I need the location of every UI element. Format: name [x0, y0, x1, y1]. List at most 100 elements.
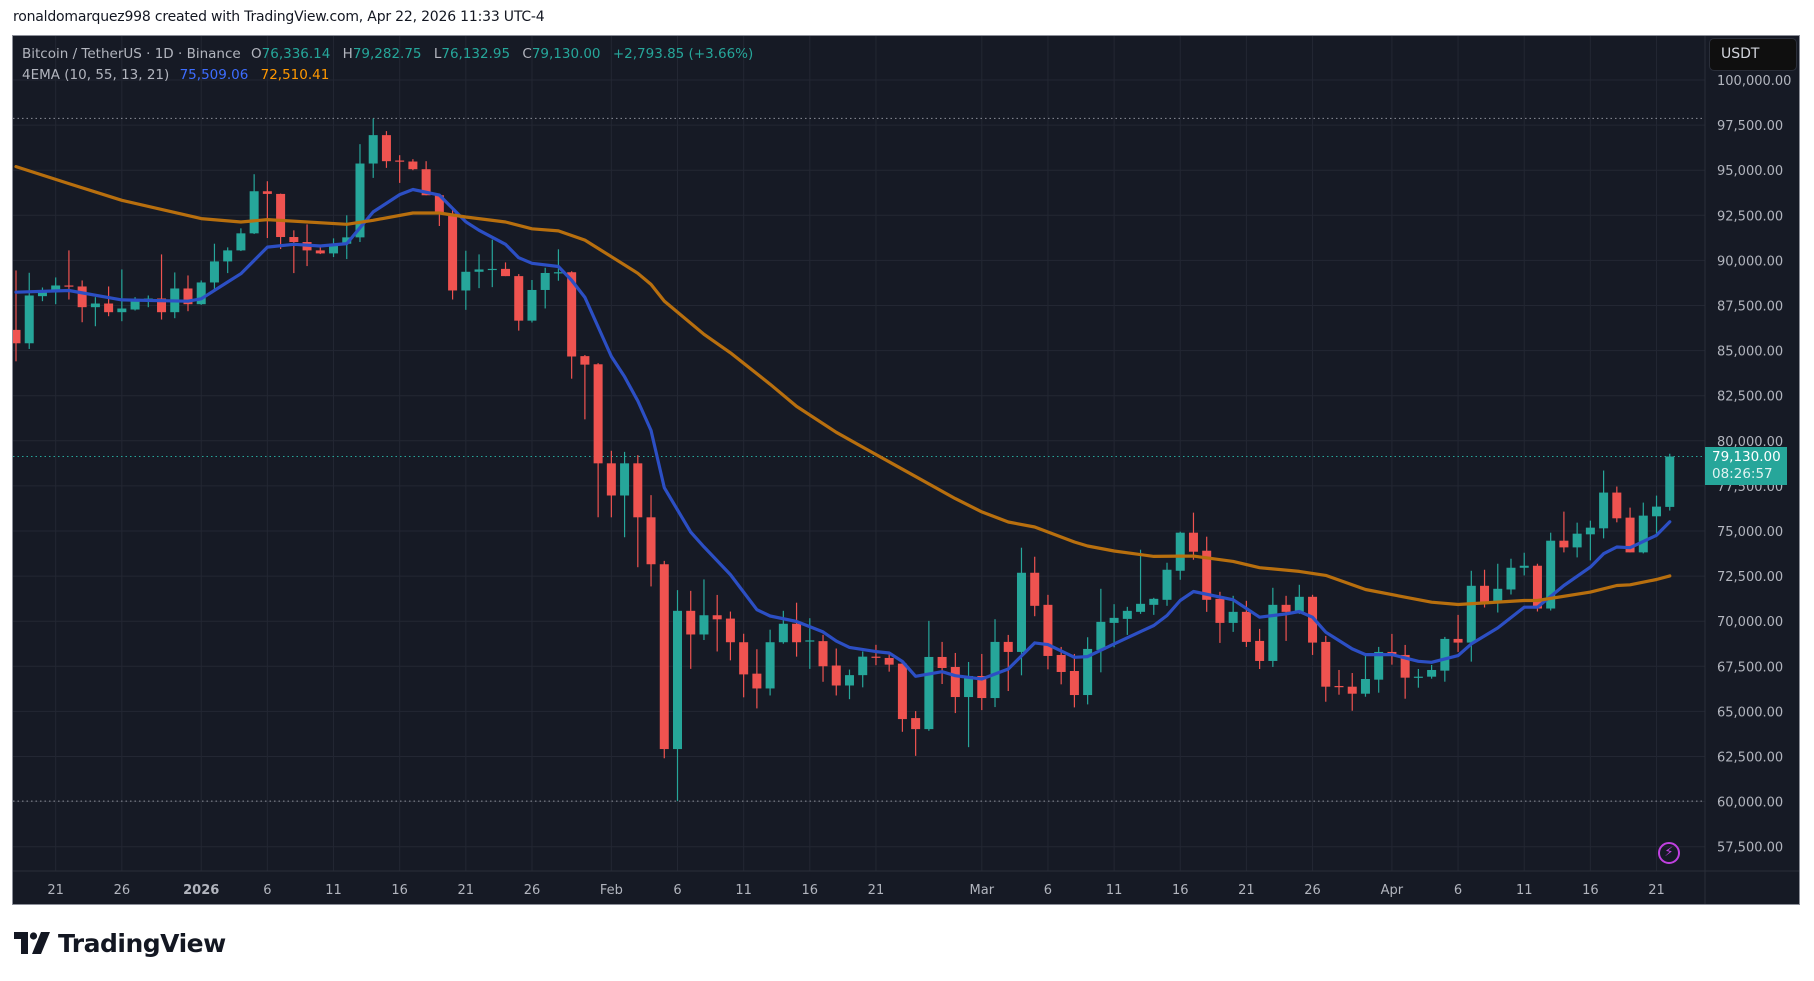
- candle: [1652, 495, 1662, 535]
- brand-name: TradingView: [58, 928, 226, 958]
- candle: [342, 215, 352, 260]
- candle-body: [1321, 641, 1331, 687]
- candle: [1466, 570, 1476, 662]
- candle-body: [818, 641, 828, 667]
- candle-body: [1360, 679, 1370, 694]
- time-axis-label: 16: [1172, 883, 1189, 898]
- candle: [1268, 587, 1278, 667]
- currency-button[interactable]: USDT: [1709, 38, 1797, 71]
- time-axis-label: 2026: [183, 883, 219, 898]
- candle: [1625, 507, 1635, 553]
- candle-body: [778, 623, 788, 643]
- candle-body: [1056, 654, 1066, 672]
- candle: [262, 181, 272, 239]
- candle: [1122, 606, 1132, 635]
- candle-body: [1572, 533, 1582, 548]
- candle-body: [1427, 669, 1437, 677]
- candle-body: [1122, 610, 1132, 619]
- candle-body: [1453, 638, 1463, 643]
- candle: [924, 620, 934, 731]
- candle: [1413, 668, 1423, 688]
- candle-body: [646, 517, 656, 565]
- candle-body: [395, 160, 405, 162]
- candle: [646, 495, 656, 587]
- candle-body: [434, 195, 444, 214]
- candle: [170, 272, 180, 319]
- price-axis-label: 80,000.00: [1717, 435, 1783, 450]
- candle-body: [1096, 621, 1106, 650]
- time-axis-label: 11: [735, 883, 752, 898]
- indicator-title[interactable]: 4EMA (10, 55, 13, 21): [22, 67, 170, 83]
- candle-body: [262, 191, 272, 194]
- candle: [712, 594, 722, 652]
- candle-body: [1175, 532, 1185, 571]
- candle: [1665, 453, 1675, 511]
- candle-body: [157, 298, 167, 313]
- candle-body: [1599, 492, 1609, 529]
- candle-body: [276, 193, 286, 238]
- candle: [1056, 646, 1066, 685]
- time-axis-label: 6: [1044, 883, 1052, 898]
- candle-body: [1294, 596, 1304, 612]
- time-axis-label: Mar: [970, 883, 995, 898]
- candle-body: [1546, 540, 1556, 609]
- last-price-value: 79,130.00: [1712, 449, 1781, 465]
- symbol-title[interactable]: Bitcoin / TetherUS · 1D · Binance: [22, 46, 241, 62]
- candle: [739, 633, 749, 698]
- candle: [964, 661, 974, 748]
- candle-body: [831, 665, 841, 686]
- candle-body: [686, 610, 696, 635]
- candle: [1215, 591, 1225, 643]
- candle-body: [117, 308, 127, 313]
- candle-body: [580, 356, 590, 365]
- candle: [1083, 637, 1093, 705]
- price-axis-label: 82,500.00: [1717, 390, 1783, 405]
- candle: [223, 247, 233, 274]
- candle: [950, 652, 960, 714]
- price-axis[interactable]: 100,000.00 97,500.00 95,000.00 92,500.00 90,…: [1717, 74, 1791, 856]
- candle-body: [236, 233, 246, 251]
- candle-body: [368, 135, 378, 164]
- candle: [1255, 628, 1265, 669]
- time-axis-label: 21: [1238, 883, 1255, 898]
- candle: [1202, 536, 1212, 612]
- candle-body: [858, 656, 868, 676]
- time-axis-label: 11: [325, 883, 342, 898]
- candle: [871, 644, 881, 666]
- candle-body: [1440, 638, 1450, 671]
- low-value: 76,132.95: [441, 46, 511, 62]
- candle: [725, 611, 735, 661]
- candle: [1480, 569, 1490, 608]
- candle: [1136, 549, 1146, 614]
- candle-body: [1532, 565, 1542, 609]
- chart-credit-text: ronaldomarquez998 created with TradingVi…: [13, 9, 545, 25]
- candle: [527, 279, 537, 323]
- price-axis-label: 72,500.00: [1717, 570, 1783, 585]
- candle: [448, 209, 458, 300]
- candle-body: [90, 303, 100, 308]
- candle: [196, 280, 206, 305]
- ema-fast-line: [14, 187, 1672, 681]
- price-axis-label: 65,000.00: [1717, 705, 1783, 720]
- time-axis-label: 21: [868, 883, 885, 898]
- candle: [1334, 669, 1344, 695]
- candle-body: [937, 656, 947, 668]
- price-axis-label: 75,000.00: [1717, 525, 1783, 540]
- candle: [897, 662, 907, 732]
- candle-body: [487, 268, 497, 271]
- candle-body: [1281, 604, 1291, 612]
- lightning-bolt-icon[interactable]: ⚡: [1658, 842, 1680, 864]
- time-axis[interactable]: 21 26 2026 6 11 16 21 26 Feb 6 11 16 21 Mar 6 11 16 21 26 A…: [47, 883, 1664, 898]
- price-axis-label: 90,000.00: [1717, 254, 1783, 269]
- candle: [633, 455, 643, 568]
- candle: [593, 363, 603, 518]
- candle: [1003, 634, 1013, 692]
- candle: [395, 155, 405, 183]
- candle: [1559, 511, 1569, 553]
- price-axis-label: 92,500.00: [1717, 209, 1783, 224]
- candle-body: [1003, 641, 1013, 652]
- candle: [1427, 664, 1437, 679]
- candle-body: [77, 286, 87, 308]
- open-value: 76,336.14: [261, 46, 331, 62]
